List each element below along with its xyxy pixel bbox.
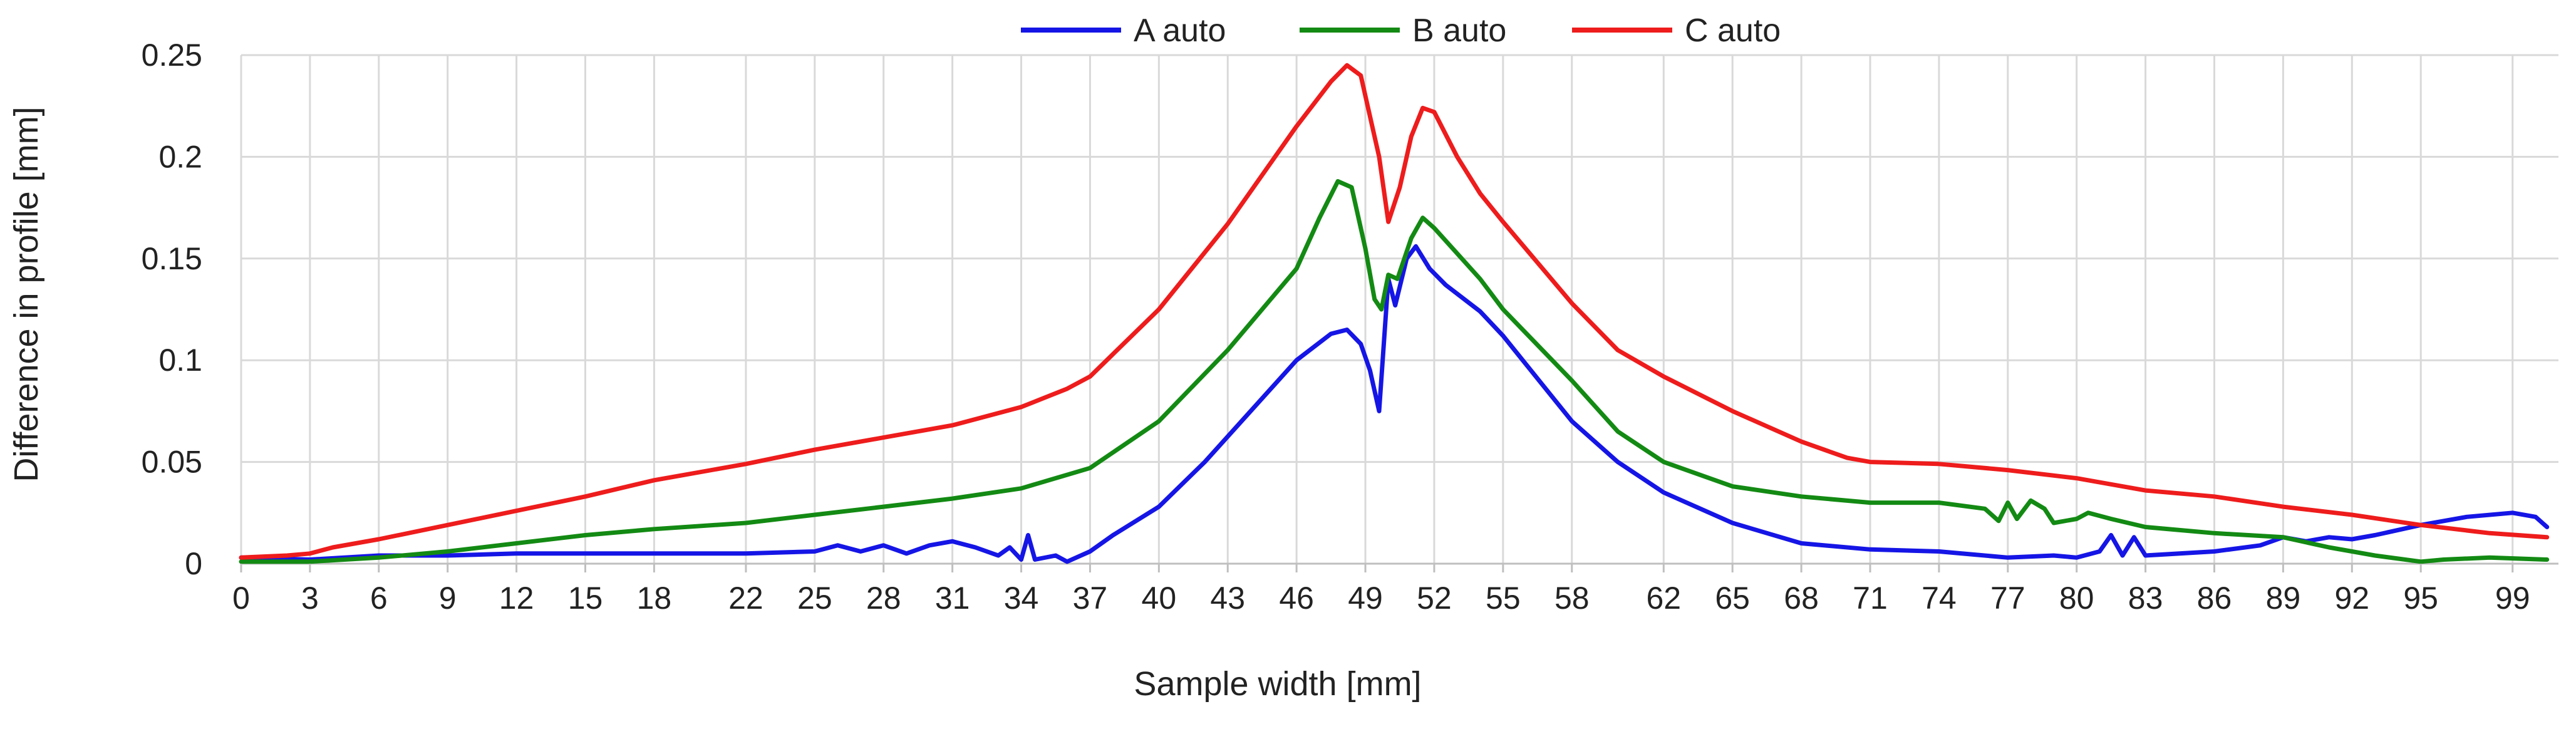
series-line-a-auto	[239, 244, 2550, 564]
x-tick-label: 28	[866, 581, 901, 616]
x-tick-label: 31	[935, 581, 970, 616]
x-tick-label: 71	[1853, 581, 1888, 616]
legend-item-a-auto: A auto	[1021, 13, 1226, 49]
x-tick-label: 95	[2403, 581, 2438, 616]
x-axis-title: Sample width [mm]	[1134, 665, 1421, 703]
x-tick-label: 15	[568, 581, 603, 616]
x-tick-label: 6	[370, 581, 388, 616]
x-tick-label: 77	[1990, 581, 2025, 616]
x-tick-label: 86	[2197, 581, 2232, 616]
y-tick-label: 0.25	[142, 38, 202, 73]
x-tick-label: 18	[637, 581, 672, 616]
x-tick-label: 58	[1554, 581, 1590, 616]
x-tick-label: 43	[1210, 581, 1245, 616]
legend: A auto B auto C auto	[1021, 13, 1781, 49]
x-tick-label: 89	[2266, 581, 2301, 616]
x-tick-label: 65	[1715, 581, 1750, 616]
x-tick-label: 9	[439, 581, 457, 616]
x-tick-label: 22	[728, 581, 763, 616]
x-tick-label: 49	[1348, 581, 1383, 616]
x-tick-label: 40	[1142, 581, 1177, 616]
series-line-c-auto	[239, 63, 2550, 560]
x-tick-label: 0	[232, 581, 250, 616]
x-tick-label: 34	[1004, 581, 1039, 616]
grid	[240, 54, 2558, 565]
legend-label: C auto	[1685, 13, 1781, 49]
x-tick-label: 74	[1922, 581, 1957, 616]
x-tick-label: 80	[2059, 581, 2094, 616]
x-tick-label: 62	[1646, 581, 1681, 616]
x-tick-label: 83	[2128, 581, 2163, 616]
y-tick-label: 0.2	[158, 139, 202, 174]
x-tick-label: 99	[2495, 581, 2530, 616]
x-tick-label: 55	[1486, 581, 1521, 616]
y-tick-label: 0.15	[142, 241, 202, 276]
y-axis-ticks: 0 0.05 0.1 0.15 0.2 0.25	[142, 38, 202, 581]
x-tick-label: 46	[1279, 581, 1314, 616]
legend-item-b-auto: B auto	[1300, 13, 1506, 49]
x-tick-label: 25	[797, 581, 832, 616]
x-tick-label: 12	[499, 581, 534, 616]
y-tick-label: 0.05	[142, 445, 202, 480]
y-axis-title: Difference in profile [mm]	[8, 106, 45, 482]
series-line-b-auto	[239, 178, 2550, 564]
x-tick-label: 68	[1784, 581, 1819, 616]
x-tick-label: 92	[2334, 581, 2369, 616]
series-lines	[239, 63, 2550, 564]
legend-item-c-auto: C auto	[1572, 13, 1781, 49]
x-tick-label: 3	[301, 581, 319, 616]
x-tick-label: 37	[1073, 581, 1108, 616]
legend-label: A auto	[1134, 13, 1226, 49]
x-tick-label: 52	[1417, 581, 1452, 616]
legend-label: B auto	[1412, 13, 1506, 49]
y-tick-label: 0	[185, 546, 202, 581]
y-tick-label: 0.1	[158, 343, 202, 378]
x-axis-ticks: 0 3 6 9 12 15 18 22 25 28 31 34 37 40 43 46 49 52 55 58 62 65…	[232, 564, 2530, 616]
